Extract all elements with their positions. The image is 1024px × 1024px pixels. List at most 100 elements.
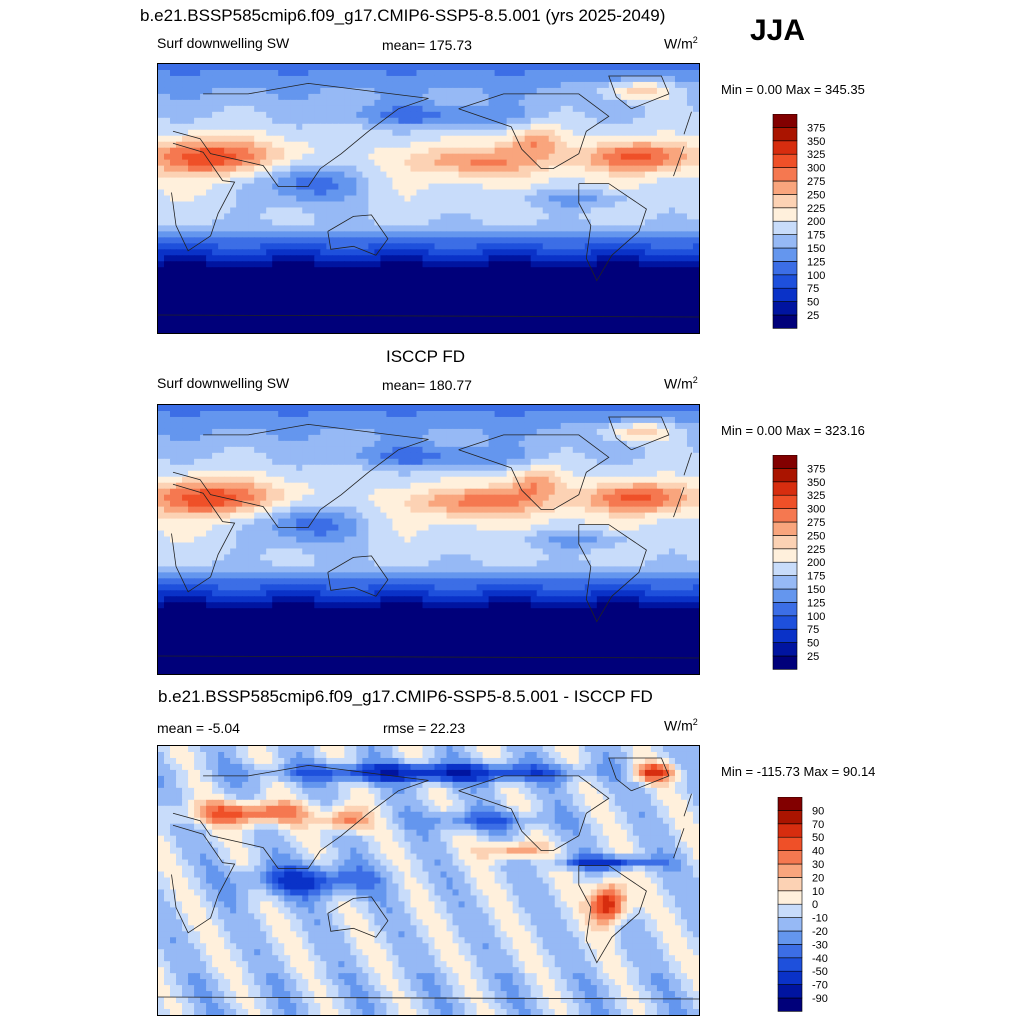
map-cell xyxy=(248,309,255,316)
map-cell xyxy=(596,249,604,256)
map-cell xyxy=(614,422,622,430)
map-cell xyxy=(656,297,664,304)
map-cell xyxy=(434,129,442,137)
map-cell xyxy=(500,255,508,262)
map-cell xyxy=(494,410,502,418)
map-cell xyxy=(548,261,556,268)
map-cell xyxy=(542,458,550,466)
map-cell xyxy=(272,165,279,173)
map-cell xyxy=(248,440,255,448)
map-cell xyxy=(680,159,688,167)
map-cell xyxy=(416,219,424,226)
map-cell xyxy=(674,279,682,286)
map-cell xyxy=(608,165,616,173)
map-cell xyxy=(662,117,670,125)
map-cell xyxy=(656,87,664,95)
map-cell xyxy=(242,458,249,466)
map-cell xyxy=(458,452,466,460)
map-cell xyxy=(272,177,279,185)
map-cell xyxy=(410,458,418,466)
map-cell xyxy=(164,267,171,274)
map-cell xyxy=(446,213,454,221)
map-cell xyxy=(572,422,580,430)
map-cell xyxy=(260,201,267,209)
map-cell xyxy=(452,69,460,77)
map-cell xyxy=(674,434,682,442)
map-cell xyxy=(176,99,183,107)
map-cell xyxy=(218,69,225,77)
map-cell xyxy=(176,183,183,191)
map-cell xyxy=(272,321,279,328)
map-cell xyxy=(422,285,430,292)
map-cell xyxy=(596,452,604,460)
map-cell xyxy=(620,249,628,256)
map-cell xyxy=(440,297,448,304)
map-cell xyxy=(662,135,670,143)
map-cell xyxy=(662,165,670,173)
map-cell xyxy=(674,219,682,226)
map-cell xyxy=(506,297,514,304)
map-cell xyxy=(326,440,333,448)
map-cell xyxy=(692,69,699,77)
map-cell xyxy=(242,267,249,274)
map-cell xyxy=(416,123,424,131)
map-cell xyxy=(596,225,604,232)
map-cell xyxy=(404,410,412,418)
map-cell xyxy=(602,255,610,262)
map-cell xyxy=(356,99,363,107)
map-cell xyxy=(386,117,394,125)
map-cell xyxy=(518,321,526,328)
map-cell xyxy=(542,64,550,71)
map-cell xyxy=(260,225,267,232)
map-cell xyxy=(308,213,315,221)
map-cell xyxy=(422,201,430,209)
map-cell xyxy=(536,64,544,71)
map-cell xyxy=(608,410,616,418)
map-cell xyxy=(476,189,484,197)
map-cell xyxy=(380,195,388,203)
map-cell xyxy=(374,69,382,77)
map-cell xyxy=(596,279,604,286)
map-cell xyxy=(446,452,454,460)
map-cell xyxy=(398,99,406,107)
map-cell xyxy=(284,261,291,268)
map-cell xyxy=(410,195,418,203)
map-cell xyxy=(224,243,231,250)
map-cell xyxy=(272,93,279,101)
map-cell xyxy=(602,135,610,143)
map-cell xyxy=(158,309,165,316)
map-cell xyxy=(428,261,436,268)
map-cell xyxy=(602,189,610,197)
map-cell xyxy=(344,153,351,161)
map-cell xyxy=(458,261,466,268)
map-cell xyxy=(518,213,526,221)
map-cell xyxy=(662,177,670,185)
map-cell xyxy=(236,225,243,232)
map-cell xyxy=(650,279,658,286)
map-cell xyxy=(188,213,195,221)
map-cell xyxy=(674,183,682,191)
map-cell xyxy=(524,135,532,143)
map-cell xyxy=(182,249,189,256)
map-cell xyxy=(434,147,442,155)
map-cell xyxy=(188,135,195,143)
map-cell xyxy=(560,207,568,215)
map-cell xyxy=(626,159,634,167)
map-cell xyxy=(260,213,267,221)
map-cell xyxy=(326,147,333,155)
map-cell xyxy=(620,291,628,298)
map-cell xyxy=(506,261,514,268)
panel2-variable-label: Surf downwelling SW xyxy=(157,375,290,391)
map-cell xyxy=(554,315,562,322)
map-cell xyxy=(662,255,670,262)
map-cell xyxy=(542,147,550,155)
map-cell xyxy=(332,279,339,286)
map-cell xyxy=(170,291,177,298)
map-cell xyxy=(470,195,478,203)
map-cell xyxy=(554,410,562,418)
map-cell xyxy=(278,207,285,215)
map-cell xyxy=(644,207,652,215)
map-cell xyxy=(380,321,388,328)
map-cell xyxy=(386,69,394,77)
map-cell xyxy=(464,434,472,442)
